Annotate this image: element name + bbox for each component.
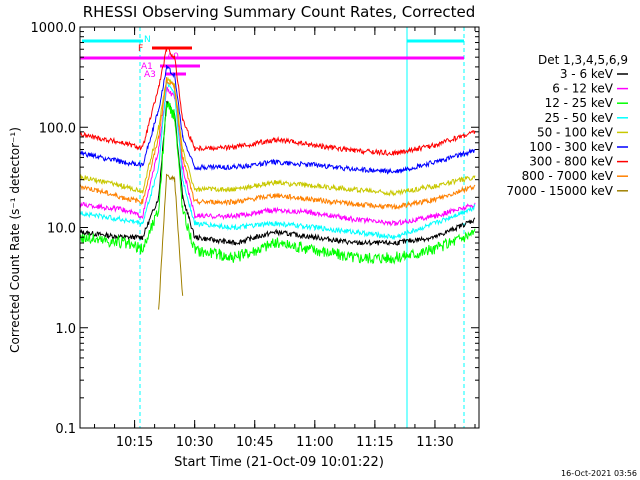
y-tick-label: 10.0: [47, 222, 76, 237]
legend-label-6: 300 - 800 keV: [529, 155, 613, 169]
flag-label-f: F: [138, 44, 143, 54]
legend-label-7: 800 - 7000 keV: [522, 169, 614, 183]
legend-label-3: 25 - 50 keV: [545, 111, 614, 125]
x-tick-label: 11:00: [296, 435, 333, 450]
legend-label-0: 3 - 6 keV: [560, 67, 614, 81]
legend-title: Det 1,3,4,5,6,9: [538, 53, 628, 67]
chart-title: RHESSI Observing Summary Count Rates, Co…: [83, 3, 476, 21]
series-line-8: [158, 173, 184, 310]
flag-label-a3: A3: [144, 70, 156, 80]
y-tick-label: 1000.0: [31, 21, 77, 36]
x-tick-label: 10:30: [176, 435, 213, 450]
x-axis-label: Start Time (21-Oct-09 10:01:22): [174, 455, 384, 470]
series-line-3: [79, 80, 476, 241]
legend-label-8: 7000 - 15000 keV: [506, 184, 613, 198]
series-line-5: [80, 64, 476, 175]
flag-label-n: N: [144, 35, 151, 45]
x-tick-label: 10:45: [236, 435, 273, 450]
legend-label-1: 6 - 12 keV: [552, 82, 614, 96]
y-axis-label: Corrected Count Rate (s⁻¹ detector⁻¹): [8, 127, 22, 353]
x-tick-label: 11:30: [416, 435, 453, 450]
y-tick-label: 0.1: [55, 422, 76, 437]
series-line-7: [79, 77, 476, 211]
series-line-1: [79, 86, 476, 227]
flag-label-a1: A1: [141, 62, 153, 72]
x-tick-label: 10:15: [116, 435, 153, 450]
series-line-4: [79, 76, 476, 197]
legend-label-5: 100 - 300 keV: [529, 140, 613, 154]
plot-frame: [79, 26, 480, 429]
axes-layer: 0.1 1.0 10.0 100.0 1000.0 10:15 10:30 10:45 11:0…: [31, 21, 480, 450]
x-tick-label: 11:15: [356, 435, 393, 450]
y-tick-label: 1.0: [55, 322, 76, 337]
series-line-6: [79, 47, 476, 157]
footer-timestamp: 16-Oct-2021 03:56: [561, 469, 637, 478]
legend-label-2: 12 - 25 keV: [545, 96, 614, 110]
series-line-2: [79, 101, 476, 265]
y-tick-label: 100.0: [39, 121, 76, 136]
legend-label-4: 50 - 100 keV: [537, 125, 614, 139]
series-line-0: [79, 100, 476, 247]
series-layer: [79, 47, 476, 310]
